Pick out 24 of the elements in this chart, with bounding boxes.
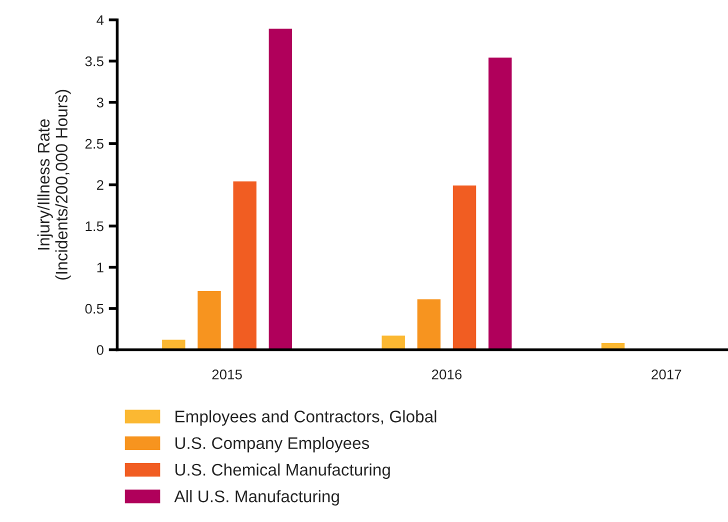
y-tick-label: 0 — [96, 345, 104, 355]
bar — [380, 334, 406, 350]
bar — [487, 56, 514, 350]
bar — [416, 298, 442, 350]
bar — [232, 180, 258, 350]
legend-label: All U.S. Manufacturing — [174, 490, 339, 506]
y-tick-label: 1.5 — [86, 222, 104, 232]
legend-label: U.S. Chemical Manufacturing — [175, 463, 390, 479]
y-tick-label: 1 — [97, 262, 104, 272]
y-tick-label: 2 — [96, 180, 104, 190]
bar — [196, 290, 222, 350]
legend-label: U.S. Company Employees — [175, 436, 370, 452]
x-tick-label: 2017 — [652, 370, 682, 380]
y-tick-label: 3 — [96, 98, 104, 108]
legend-label: Employees and Contractors, Global — [176, 410, 436, 426]
x-tick-label: 2016 — [432, 370, 462, 380]
x-tick-label: 2015 — [212, 370, 242, 380]
y-tick-label: 4 — [96, 15, 104, 25]
bar — [267, 27, 294, 350]
bar — [452, 184, 478, 350]
y-tick-label: 2.5 — [85, 138, 104, 149]
y-axis-title: Injury/Illness Rate (Incidents/200,000 Hours) — [37, 90, 71, 280]
y-tick-label: 0.5 — [85, 304, 104, 314]
y-tick-label: 3.5 — [85, 56, 104, 66]
